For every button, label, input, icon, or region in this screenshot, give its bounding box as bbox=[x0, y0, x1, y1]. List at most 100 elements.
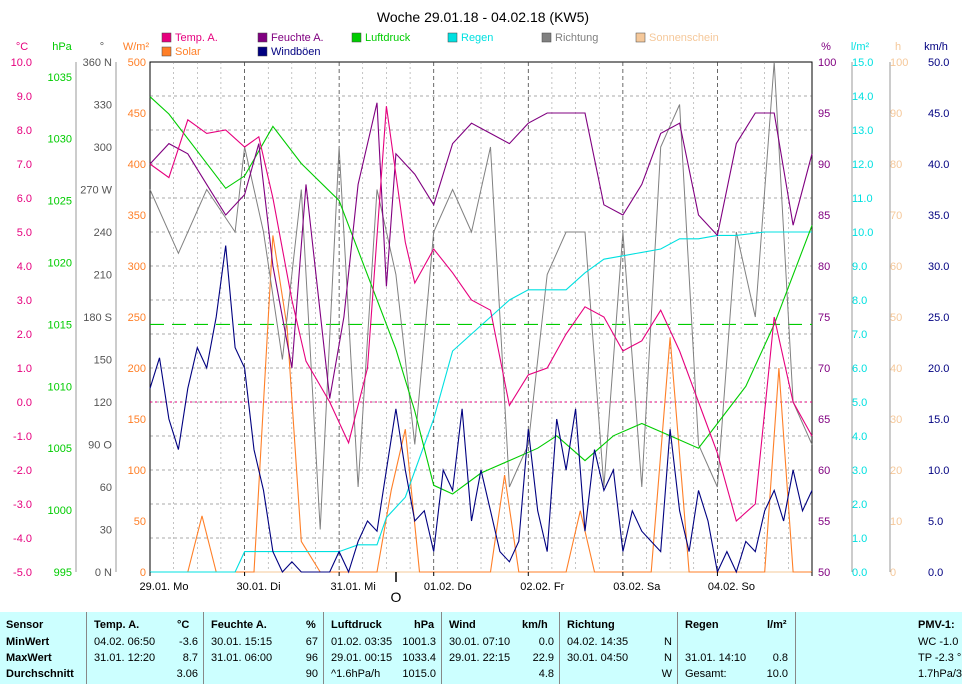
direction-tick-label: 210 bbox=[94, 270, 112, 282]
rain-tick-label: 6.0 bbox=[852, 363, 867, 375]
wind-tick-label: 45.0 bbox=[928, 108, 949, 120]
pressure-max-time: 29.01. 00:15 bbox=[331, 652, 393, 664]
rain-tick-label: 14.0 bbox=[852, 91, 873, 103]
column-divider bbox=[203, 612, 204, 684]
humidity-header: Feuchte A. bbox=[211, 619, 267, 631]
pressure-unit-label: hPa bbox=[52, 41, 72, 53]
column-divider bbox=[795, 612, 796, 684]
rain-tick-label: 10.0 bbox=[852, 227, 873, 239]
solar-tick-label: 150 bbox=[128, 414, 146, 426]
wind-header: Wind bbox=[449, 619, 476, 631]
solar-tick-label: 400 bbox=[128, 159, 146, 171]
chart-title: Woche 29.01.18 - 04.02.18 (KW5) bbox=[377, 9, 589, 25]
pmv-line1: WC -1.0 bbox=[918, 636, 959, 648]
humidity-min-time: 30.01. 15:15 bbox=[211, 636, 273, 648]
sunshine-tick-label: 50 bbox=[890, 312, 902, 324]
direction-max: N bbox=[664, 652, 672, 664]
rain-tick-label: 12.0 bbox=[852, 159, 873, 171]
rain-tick-label: 11.0 bbox=[852, 193, 873, 205]
temp-unit-label: °C bbox=[16, 41, 28, 53]
pmv-line2: TP -2.3 ° bbox=[918, 652, 962, 664]
solar-tick-label: 100 bbox=[128, 465, 146, 477]
direction-tick-label: 180 S bbox=[83, 312, 112, 324]
temp-tick-label: 6.0 bbox=[17, 193, 32, 205]
wind-min-time: 30.01. 07:10 bbox=[449, 636, 511, 648]
legend-swatch-regen bbox=[447, 32, 458, 43]
solar-tick-label: 50 bbox=[134, 516, 146, 528]
legend-swatch-solar bbox=[161, 46, 172, 57]
pressure-tick-label: 1030 bbox=[48, 134, 72, 146]
statistics-table: Sensor MinWert MaxWert Durchschnitt Temp… bbox=[0, 612, 962, 684]
direction-tick-label: 30 bbox=[100, 525, 112, 537]
direction-tick-label: 120 bbox=[94, 397, 112, 409]
rain-total: 10.0 bbox=[766, 668, 788, 680]
wind-direction-mark: O bbox=[391, 589, 402, 605]
temp-tick-label: -1.0 bbox=[13, 431, 32, 443]
rain-tick-label: 1.0 bbox=[852, 533, 867, 545]
rain-total-label: Gesamt: bbox=[685, 668, 727, 680]
temp-tick-label: -5.0 bbox=[13, 567, 32, 579]
direction-header: Richtung bbox=[567, 619, 615, 631]
temp-unit: °C bbox=[177, 619, 190, 631]
direction-min-time: 04.02. 14:35 bbox=[567, 636, 629, 648]
solar-unit-label: W/m² bbox=[123, 41, 150, 53]
temp-tick-label: 2.0 bbox=[17, 329, 32, 341]
wind-min: 0.0 bbox=[538, 636, 554, 648]
plot-area bbox=[149, 61, 813, 574]
solar-tick-label: 250 bbox=[128, 312, 146, 324]
pressure-tick-label: 1035 bbox=[48, 72, 72, 84]
humidity-unit: % bbox=[306, 619, 316, 631]
temp-tick-label: -4.0 bbox=[13, 533, 32, 545]
direction-tick-label: 330 bbox=[94, 100, 112, 112]
rain-max-time: 31.01. 14:10 bbox=[685, 652, 747, 664]
wind-tick-label: 15.0 bbox=[928, 414, 949, 426]
rain-tick-label: 0.0 bbox=[852, 567, 867, 579]
sunshine-tick-label: 10 bbox=[890, 516, 902, 528]
x-tick-label: 31.01. Mi bbox=[331, 581, 376, 593]
legend-swatch-richtung bbox=[541, 32, 552, 43]
sunshine-tick-label: 30 bbox=[890, 414, 902, 426]
wind-avg: 4.8 bbox=[538, 668, 554, 680]
solar-tick-label: 300 bbox=[128, 261, 146, 273]
pressure-max: 1033.4 bbox=[402, 652, 436, 664]
wind-tick-label: 0.0 bbox=[928, 567, 943, 579]
row-label-max: MaxWert bbox=[6, 652, 52, 664]
x-tick-label: 04.02. So bbox=[708, 581, 755, 593]
legend: Temp. A. Feuchte A. Luftdruck Regen Richtung… bbox=[161, 32, 719, 58]
humidity-tick-label: 75 bbox=[818, 312, 830, 324]
rain-unit: l/m² bbox=[767, 619, 787, 631]
series-line-temp-a bbox=[149, 106, 813, 523]
wind-tick-label: 5.0 bbox=[928, 516, 943, 528]
temp-tick-label: 4.0 bbox=[17, 261, 32, 273]
x-tick-label: 30.01. Di bbox=[237, 581, 281, 593]
pressure-tick-label: 1015 bbox=[48, 319, 72, 331]
solar-tick-label: 500 bbox=[128, 57, 146, 69]
humidity-unit-label: % bbox=[821, 41, 831, 53]
column-divider bbox=[441, 612, 442, 684]
temp-tick-label: 7.0 bbox=[17, 159, 32, 171]
rain-tick-label: 5.0 bbox=[852, 397, 867, 409]
temp-tick-label: 3.0 bbox=[17, 295, 32, 307]
humidity-tick-label: 95 bbox=[818, 108, 830, 120]
humidity-tick-label: 80 bbox=[818, 261, 830, 273]
wind-tick-label: 25.0 bbox=[928, 312, 949, 324]
direction-tick-label: 90 O bbox=[88, 440, 112, 452]
solar-tick-label: 200 bbox=[128, 363, 146, 375]
wind-tick-label: 10.0 bbox=[928, 465, 949, 477]
humidity-max-time: 31.01. 06:00 bbox=[211, 652, 273, 664]
rain-unit-label: l/m² bbox=[851, 41, 870, 53]
wind-unit: km/h bbox=[522, 619, 548, 631]
temp-tick-label: 5.0 bbox=[17, 227, 32, 239]
pressure-tick-label: 1025 bbox=[48, 196, 72, 208]
wind-tick-label: 40.0 bbox=[928, 159, 949, 171]
rain-tick-label: 4.0 bbox=[852, 431, 867, 443]
sunshine-tick-label: 0 bbox=[890, 567, 896, 579]
sunshine-tick-label: 100 bbox=[890, 57, 908, 69]
column-divider bbox=[677, 612, 678, 684]
temp-max-time: 31.01. 12:20 bbox=[94, 652, 156, 664]
axes: 10.0 9.0 8.0 7.0 6.0 5.0 4.0 3.0 2.0 1.0 0.0 -1.0 -2… bbox=[11, 57, 950, 593]
wind-max: 22.9 bbox=[532, 652, 554, 664]
humidity-tick-label: 55 bbox=[818, 516, 830, 528]
wind-tick-label: 20.0 bbox=[928, 363, 949, 375]
column-divider bbox=[86, 612, 87, 684]
